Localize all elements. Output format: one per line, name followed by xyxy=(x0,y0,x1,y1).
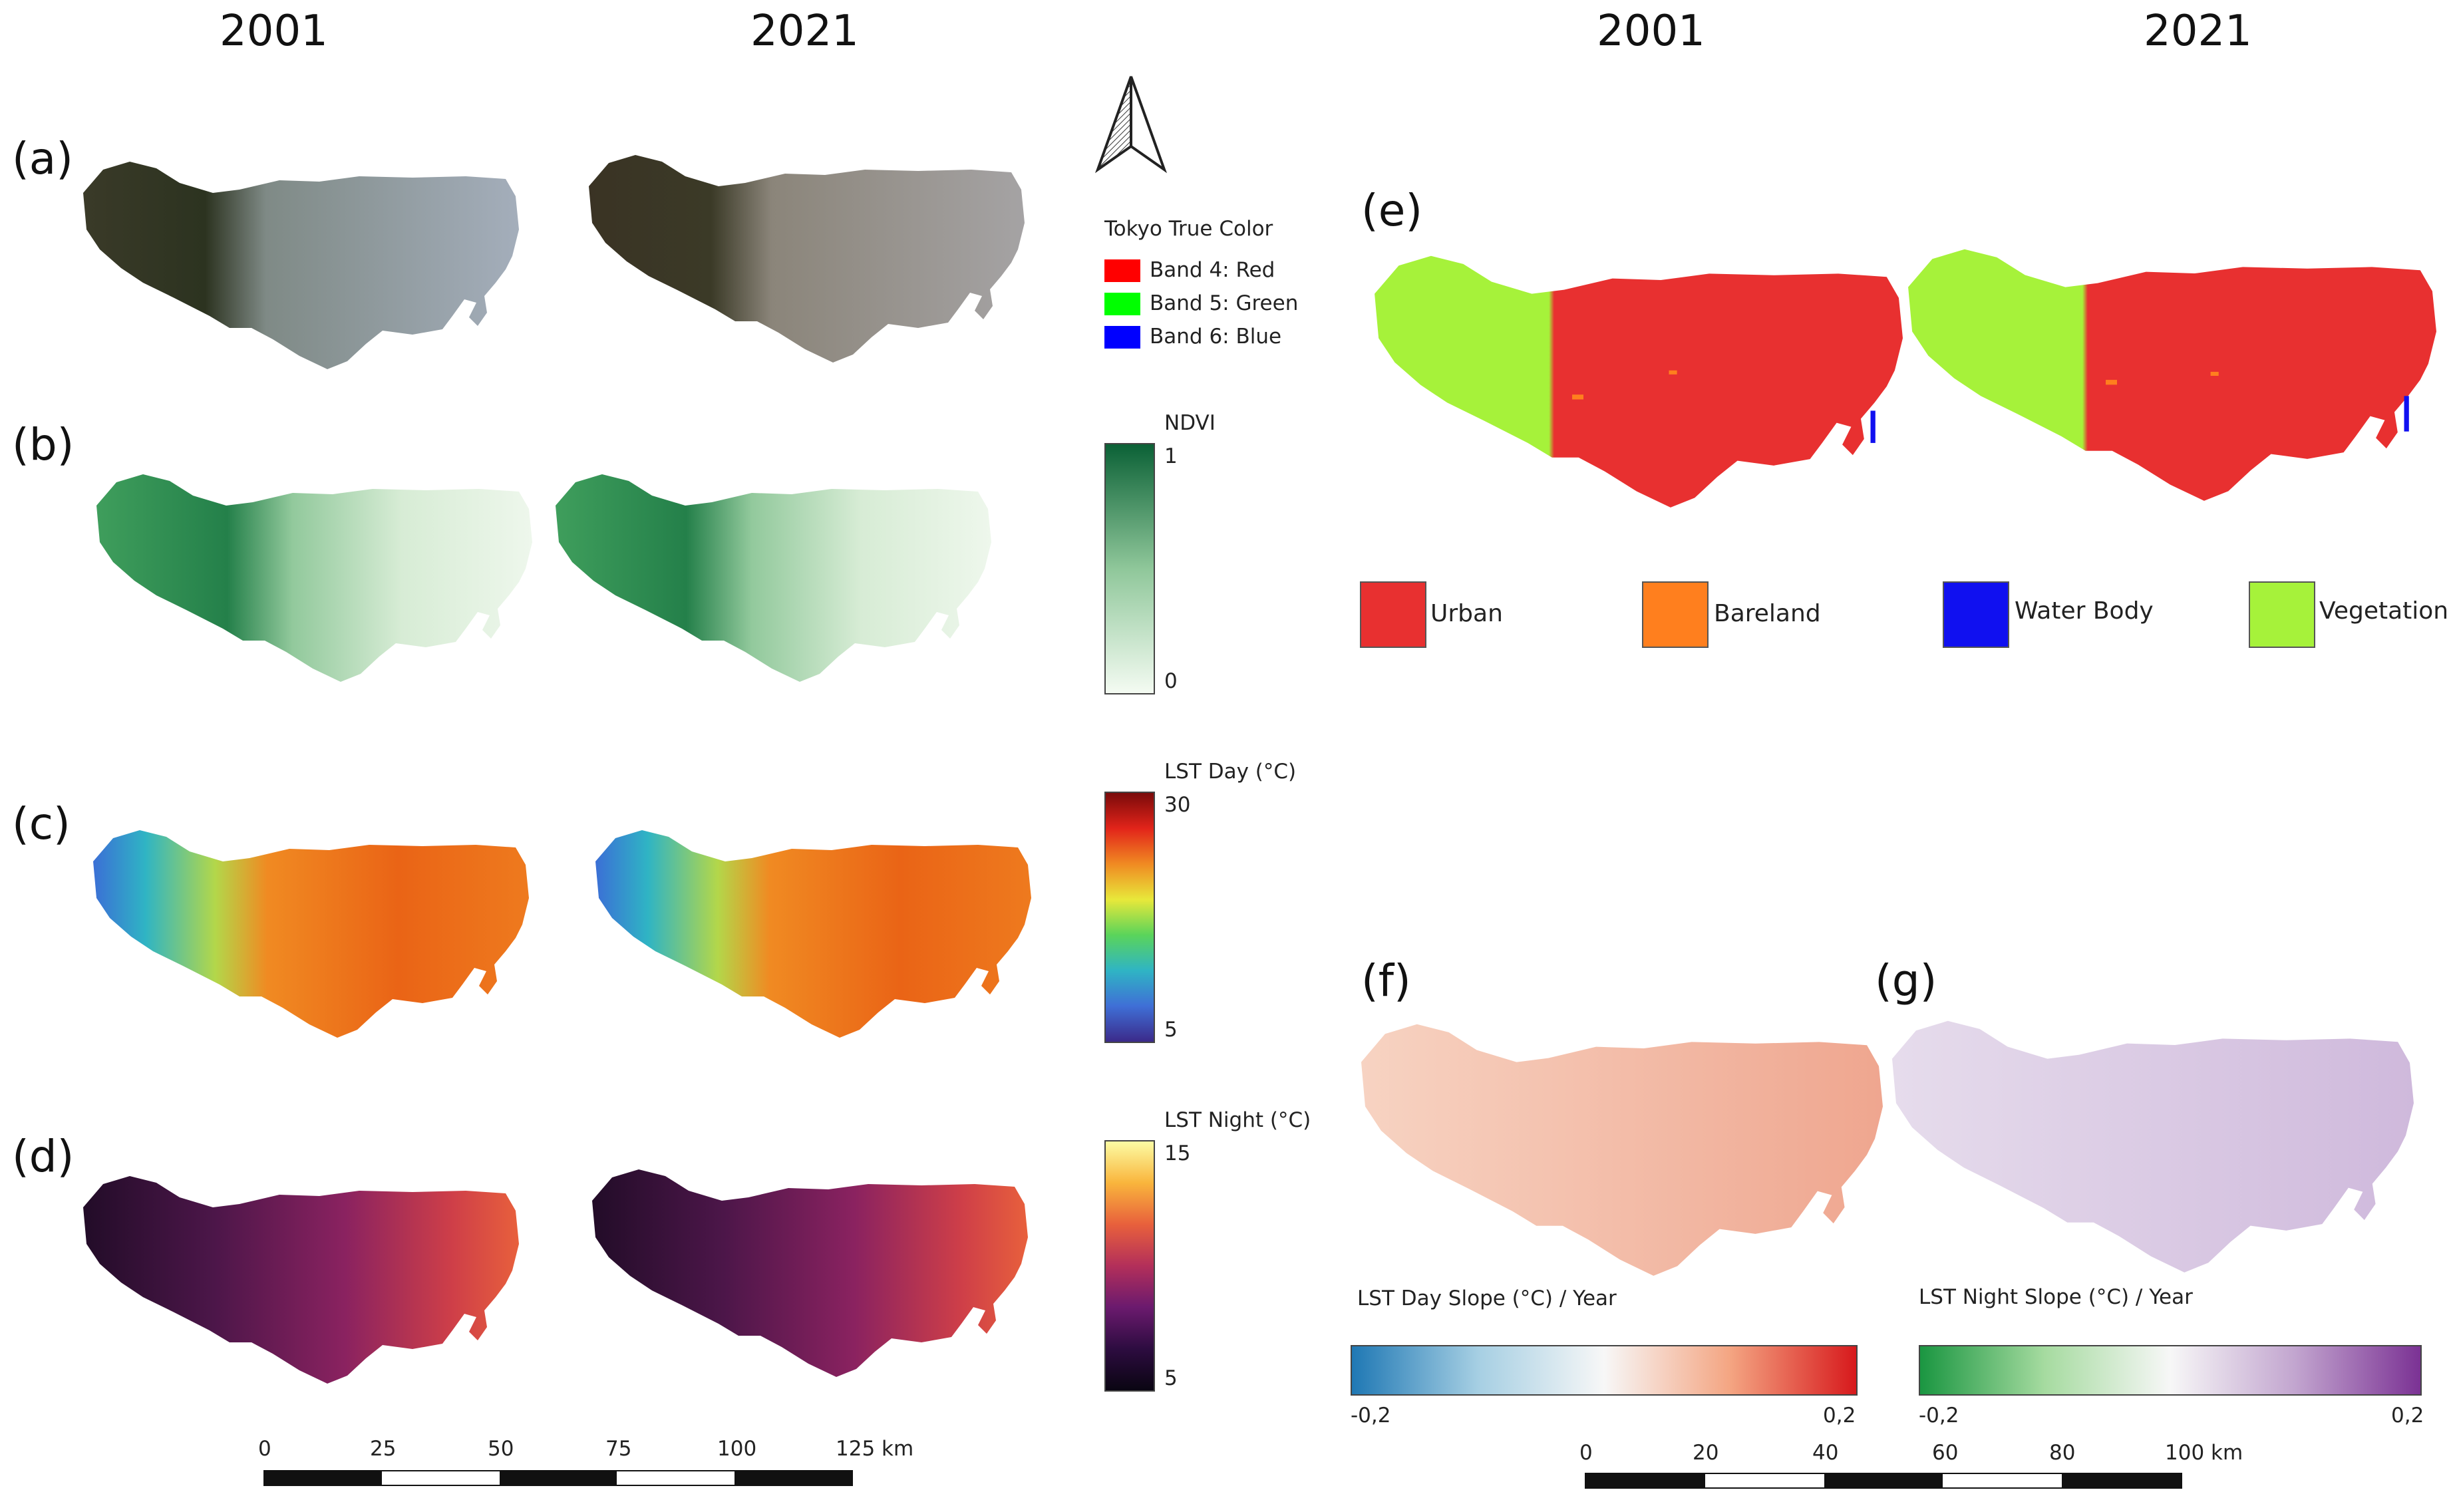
map-landcover-2021 xyxy=(1908,249,2436,501)
slope-day-legend-title: LST Day Slope (°C) / Year xyxy=(1357,1286,1617,1310)
map-ndvi-2001 xyxy=(96,474,532,682)
year-2021-left: 2021 xyxy=(750,7,859,56)
panel-label-c: (c) xyxy=(12,798,71,849)
scale-right-tick-40: 40 xyxy=(1812,1441,1839,1465)
year-2001-right: 2001 xyxy=(1597,7,1705,56)
legend-ndvi-title: NDVI xyxy=(1164,411,1216,435)
map-true-color-2021 xyxy=(589,155,1025,363)
legend-swatch-green xyxy=(1104,293,1140,315)
legend-lst-night-ramp xyxy=(1104,1140,1155,1392)
legend-lst-day-title: LST Day (°C) xyxy=(1164,760,1297,784)
scale-left-tick-75: 75 xyxy=(605,1437,632,1461)
legend-swatch-blue xyxy=(1104,326,1140,349)
scale-left-tick-100: 100 xyxy=(717,1437,757,1461)
legend-true-color-title: Tokyo True Color xyxy=(1104,217,1273,241)
slope-night-ramp xyxy=(1919,1345,2422,1396)
scale-right-tick-60: 60 xyxy=(1932,1441,1959,1465)
map-landcover-2001 xyxy=(1375,255,1903,508)
panel-label-f: (f) xyxy=(1361,955,1411,1006)
legend-ndvi-ramp xyxy=(1104,443,1155,694)
legend-band-green-label: Band 5: Green xyxy=(1150,291,1299,315)
scale-right-tick-0: 0 xyxy=(1579,1441,1593,1465)
panel-label-a: (a) xyxy=(12,133,73,184)
landcover-label-urban: Urban xyxy=(1430,600,1503,627)
landcover-swatch-urban xyxy=(1360,581,1426,648)
slope-night-max: 0,2 xyxy=(2391,1404,2424,1428)
landcover-swatch-vegetation xyxy=(2249,581,2315,648)
slope-night-legend-title: LST Night Slope (°C) / Year xyxy=(1919,1285,2193,1309)
legend-lst-day-ramp xyxy=(1104,792,1155,1043)
landcover-swatch-bareland xyxy=(1642,581,1709,648)
legend-ndvi-max: 1 xyxy=(1164,444,1178,468)
map-lst-day-2021 xyxy=(595,830,1031,1038)
slope-day-ramp xyxy=(1351,1345,1858,1396)
map-lst-day-slope xyxy=(1361,1024,1883,1276)
map-ndvi-2021 xyxy=(556,474,991,682)
map-lst-day-2001 xyxy=(93,830,529,1038)
scale-bar-left xyxy=(263,1470,853,1486)
scale-left-tick-0: 0 xyxy=(258,1437,271,1461)
scale-left-tick-125: 125 km xyxy=(836,1437,914,1461)
year-2001-left: 2001 xyxy=(220,7,328,56)
scale-left-tick-50: 50 xyxy=(488,1437,514,1461)
map-lst-night-2001 xyxy=(83,1176,519,1384)
landcover-swatch-water xyxy=(1943,581,2009,648)
year-2021-right: 2021 xyxy=(2144,7,2252,56)
legend-lst-night-min: 5 xyxy=(1164,1366,1178,1390)
panel-label-g: (g) xyxy=(1875,955,1937,1006)
scale-right-tick-100: 100 km xyxy=(2165,1441,2243,1465)
legend-ndvi-min: 0 xyxy=(1164,669,1178,693)
legend-lst-night-title: LST Night (°C) xyxy=(1164,1108,1311,1132)
legend-band-blue-label: Band 6: Blue xyxy=(1150,325,1282,349)
scale-right-tick-80: 80 xyxy=(2049,1441,2076,1465)
map-lst-night-2021 xyxy=(592,1169,1028,1377)
panel-label-e: (e) xyxy=(1361,185,1423,236)
slope-night-min: -0,2 xyxy=(1919,1404,1959,1428)
landcover-label-vegetation: Vegetation xyxy=(2319,597,2449,625)
legend-lst-night-max: 15 xyxy=(1164,1141,1191,1165)
scale-bar-right xyxy=(1585,1473,2182,1489)
map-true-color-2001 xyxy=(83,162,519,369)
legend-lst-day-min: 5 xyxy=(1164,1018,1178,1042)
slope-day-max: 0,2 xyxy=(1823,1404,1856,1428)
landcover-label-bareland: Bareland xyxy=(1714,600,1821,627)
legend-swatch-red xyxy=(1104,259,1140,282)
panel-label-d: (d) xyxy=(12,1131,75,1182)
scale-left-tick-25: 25 xyxy=(370,1437,397,1461)
map-lst-night-slope xyxy=(1891,1020,2414,1273)
slope-day-min: -0,2 xyxy=(1351,1404,1391,1428)
north-arrow-icon xyxy=(1095,76,1167,174)
legend-band-red-label: Band 4: Red xyxy=(1150,258,1275,282)
panel-label-b: (b) xyxy=(12,419,75,470)
legend-lst-day-max: 30 xyxy=(1164,793,1191,817)
scale-right-tick-20: 20 xyxy=(1693,1441,1719,1465)
landcover-label-water: Water Body xyxy=(2015,597,2154,625)
